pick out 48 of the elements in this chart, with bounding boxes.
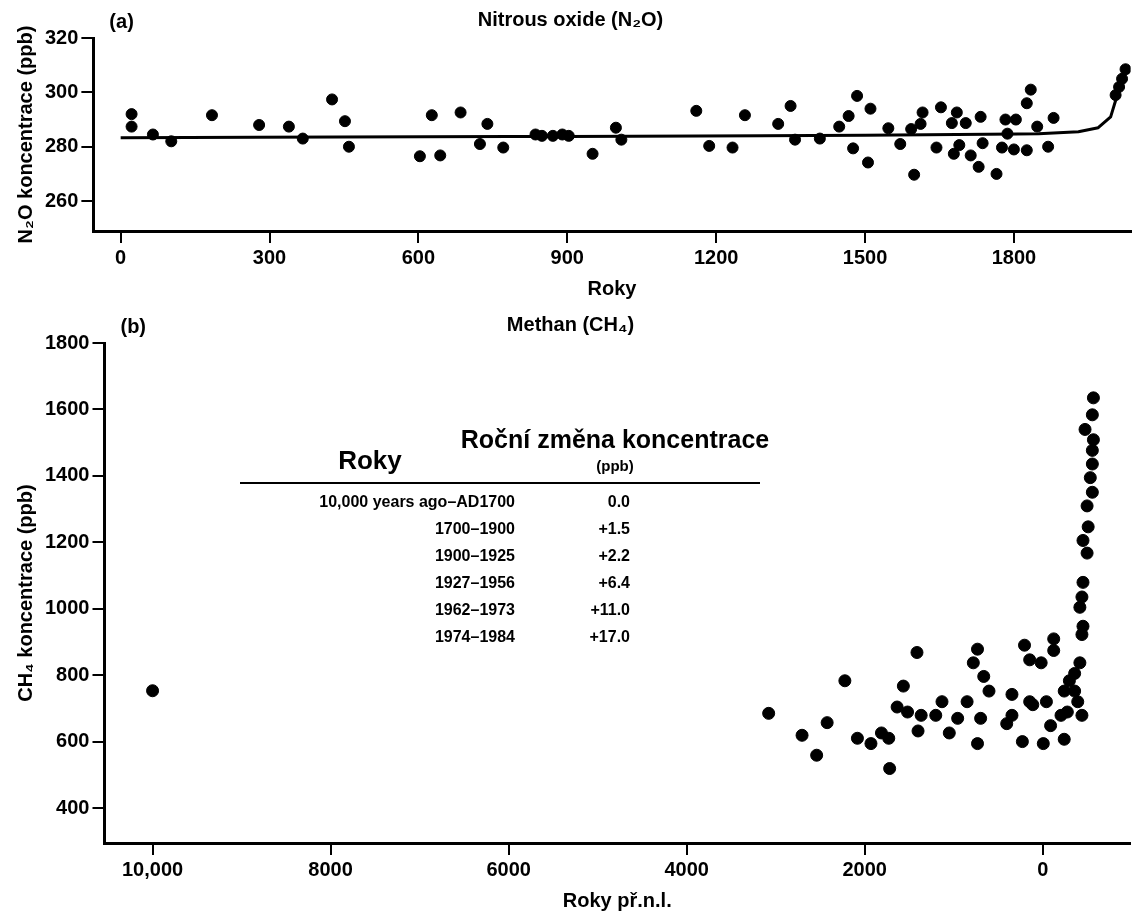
y-tick-label: 1400 (44, 463, 90, 486)
x-tick-label: 1500 (842, 245, 888, 268)
y-tick-label: 1800 (44, 330, 90, 353)
annotation: +2.2 (598, 547, 630, 565)
x-tick-label: 6000 (486, 857, 531, 880)
x-tick-label: 8000 (308, 857, 353, 880)
x-axis-title: Roky př.n.l. (562, 888, 672, 911)
annotation: +6.4 (598, 574, 630, 592)
y-tick-label: 1000 (44, 596, 90, 619)
x-tick-label: 900 (550, 245, 584, 268)
y-tick-label: 600 (56, 729, 90, 752)
y-tick-label: 400 (56, 795, 90, 818)
annotation: 1962–1973 (434, 601, 515, 619)
x-tick-label: 0 (1037, 857, 1049, 880)
text: (a) (109, 9, 134, 32)
x-tick-label: 10,000 (121, 857, 184, 880)
annotation: 1974–1984 (434, 628, 515, 646)
x-tick-label: 2000 (842, 857, 887, 880)
y-tick-label: 320 (44, 25, 79, 48)
y-tick-label: 1600 (44, 397, 90, 420)
x-tick-label: 300 (252, 245, 287, 268)
x-tick-label: 1200 (693, 245, 739, 268)
annotation: 0.0 (607, 493, 630, 511)
annotation: +1.5 (598, 520, 630, 538)
annotation: 1927–1956 (434, 574, 515, 592)
x-tick-label: 4000 (664, 857, 709, 880)
x-tick-label: 600 (401, 245, 436, 268)
y-axis-title: N₂O koncentrace (ppb) (13, 25, 36, 244)
annotation: +11.0 (590, 601, 630, 619)
y-axis-title: CH₄ koncentrace (ppb) (13, 484, 36, 702)
text: (b) (120, 314, 147, 337)
x-tick-label: 1800 (991, 245, 1037, 268)
x-tick-label: 0 (115, 245, 127, 268)
chart-title: Nitrous oxide (N₂O) (477, 7, 664, 30)
y-tick-label: 800 (56, 662, 90, 685)
annotation: 1900–1925 (434, 547, 515, 565)
y-tick-label: 300 (44, 79, 79, 102)
y-tick-label: 260 (44, 188, 79, 211)
x-axis-title: Roky (587, 276, 638, 299)
annotation: 10,000 years ago–AD1700 (319, 493, 515, 511)
y-tick-label: 280 (44, 134, 79, 157)
annotation: (ppb) (596, 457, 634, 474)
chart-title: Methan (CH₄) (506, 312, 635, 335)
annotation: Roky (338, 445, 402, 476)
annotation: 1700–1900 (434, 520, 515, 538)
annotation: Roční změna koncentrace (460, 425, 770, 454)
annotation: +17.0 (589, 628, 630, 646)
y-tick-label: 1200 (44, 529, 90, 552)
